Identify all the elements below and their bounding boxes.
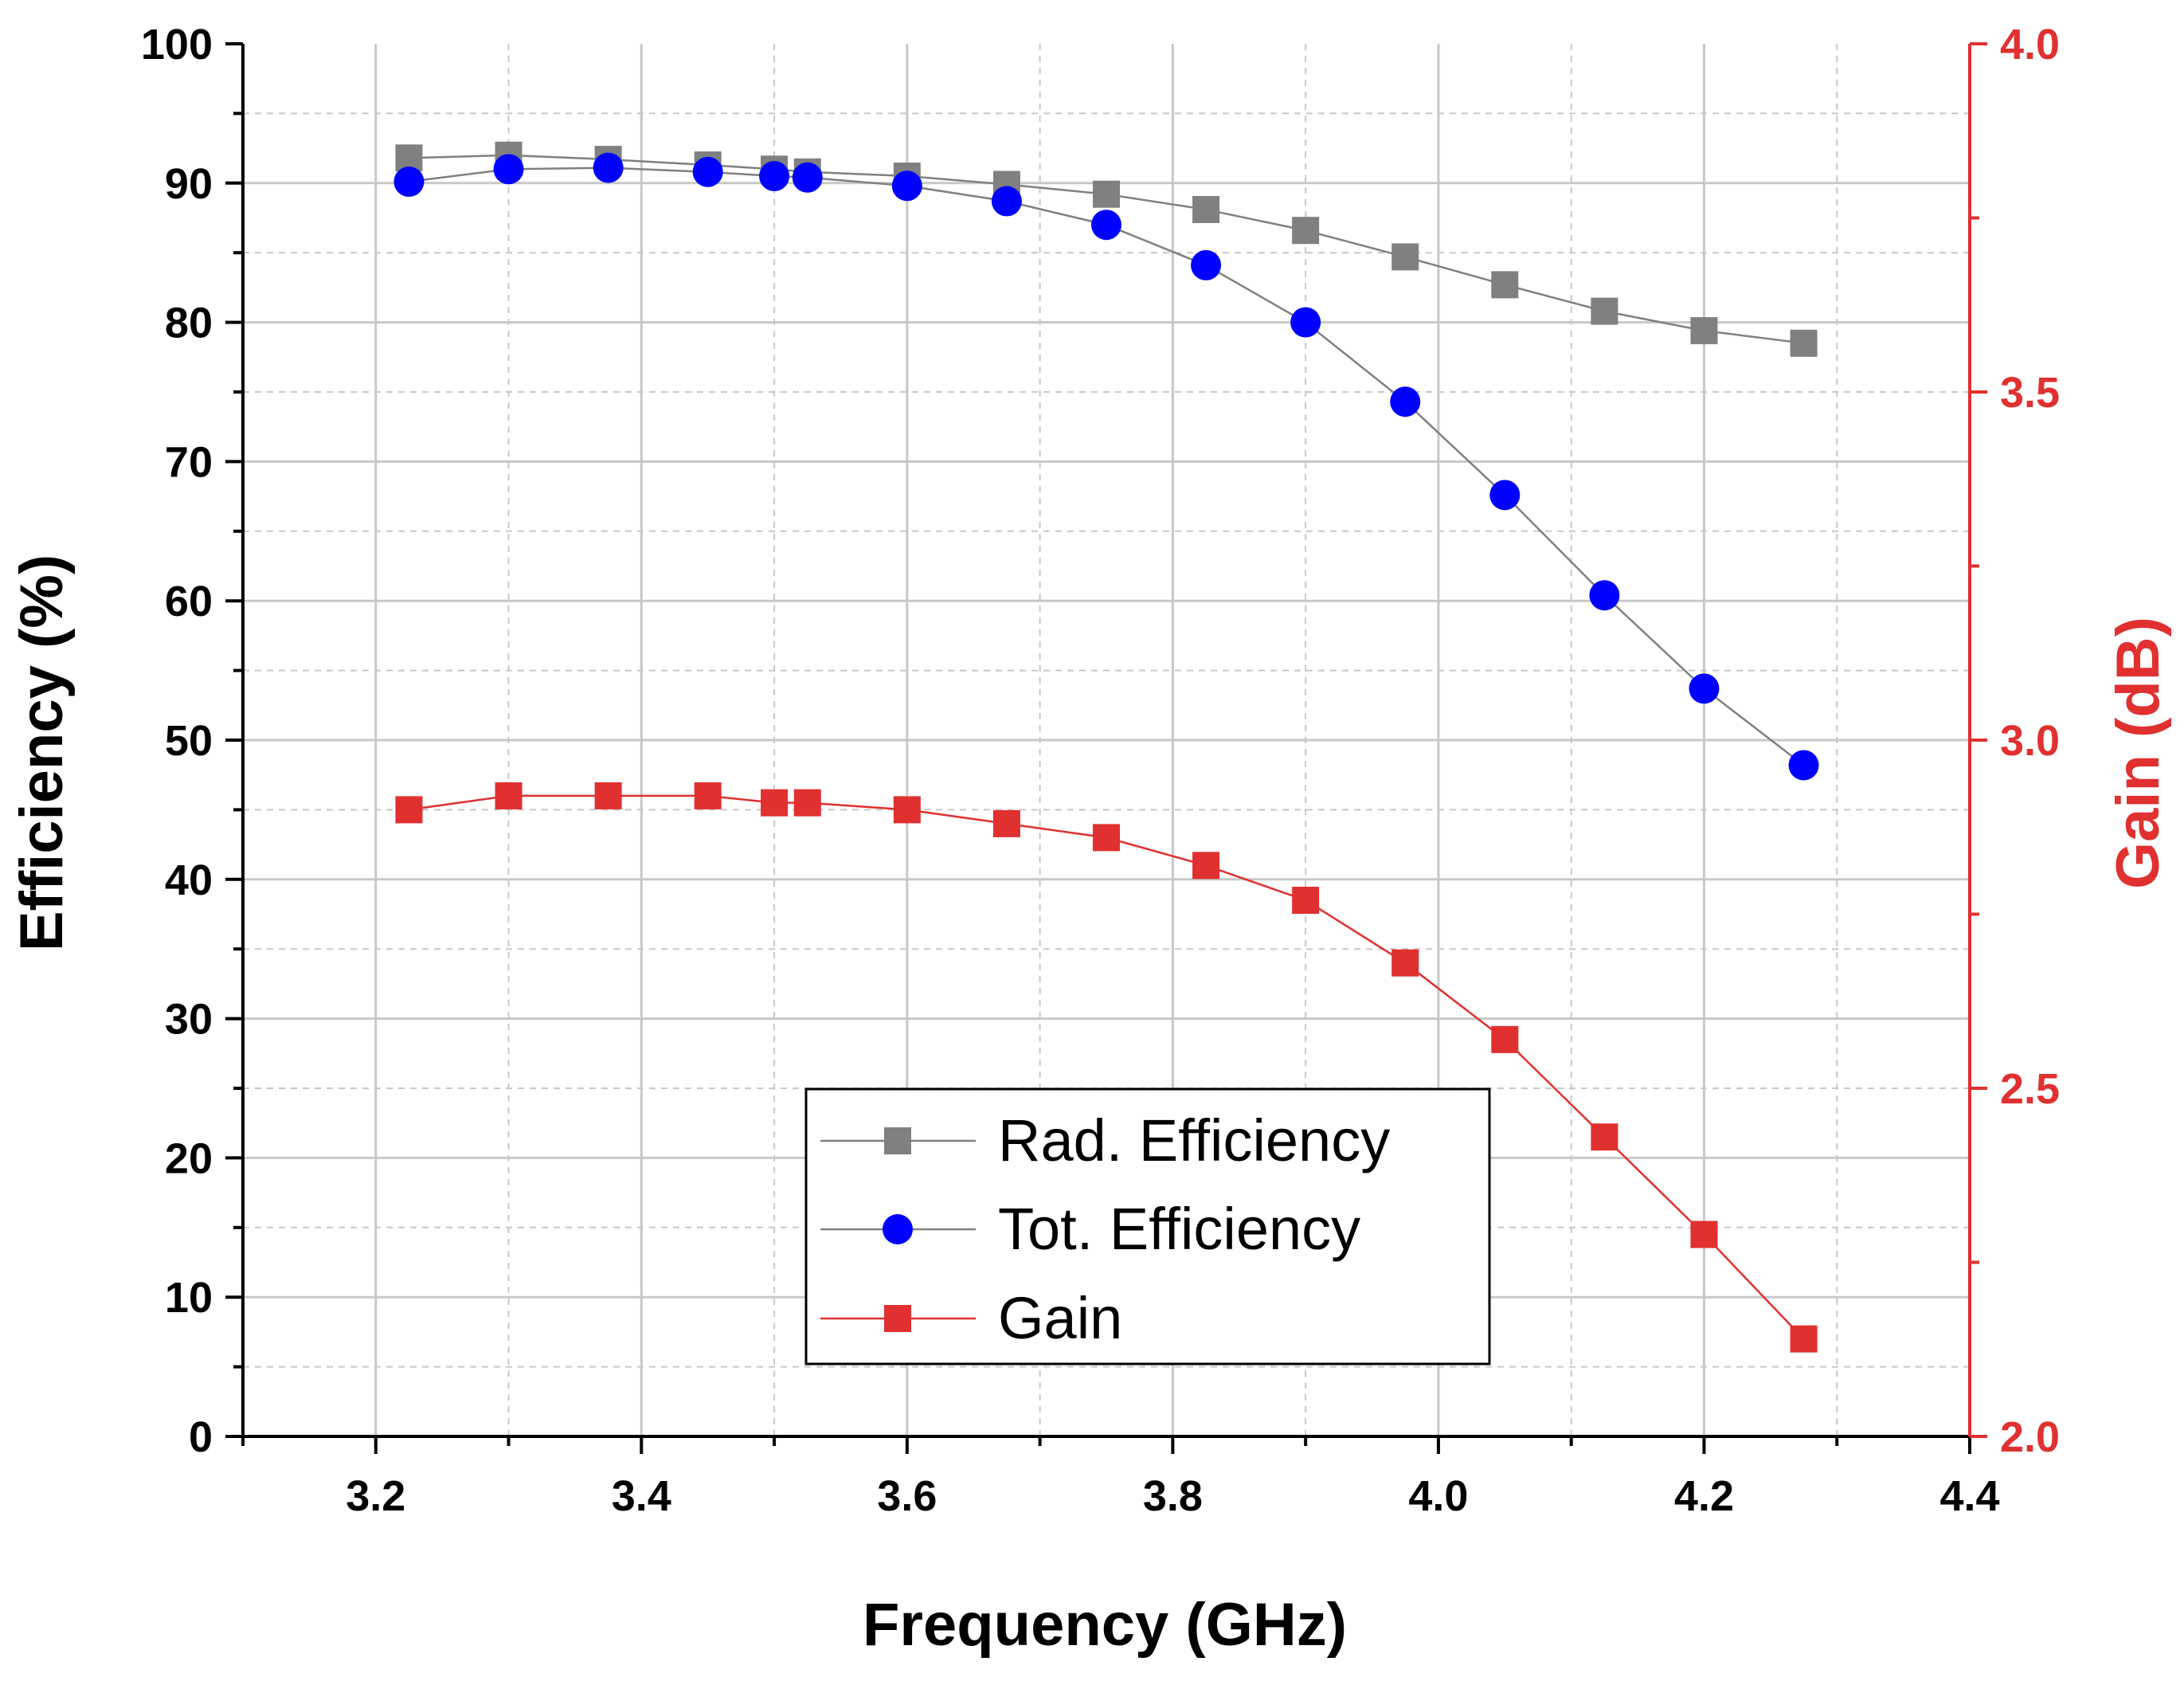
point-tot-efficiency [1091,210,1121,241]
point-tot-efficiency [493,154,524,185]
x-tick-label: 3.2 [346,1472,405,1520]
y-axis-title: Efficiency (%) [8,554,76,951]
point-gain [694,782,722,809]
point-gain [1391,949,1419,977]
point-rad-efficiency [1790,329,1818,357]
y-tick-label: 70 [165,438,213,486]
x-tick-label: 3.4 [612,1472,671,1520]
point-gain [1790,1325,1818,1353]
point-tot-efficiency [991,186,1022,217]
point-tot-efficiency [593,152,624,183]
point-tot-efficiency [891,170,922,202]
legend-marker-tot-efficiency [883,1214,913,1244]
y-tick-label: 30 [165,996,213,1044]
point-gain [1292,887,1320,915]
legend-marker-gain [884,1305,911,1332]
y-tick-label: 100 [141,21,213,69]
point-gain [1690,1221,1718,1248]
x-tick-label: 4.4 [1939,1472,1999,1520]
point-tot-efficiency [1689,673,1720,704]
y-tick-label: 20 [165,1134,213,1182]
x-tick-label: 4.2 [1674,1472,1734,1520]
y-tick-label: 10 [165,1274,213,1322]
y2-axis-title: Gain (dB) [2104,617,2172,889]
y2-tick-label: 3.0 [2000,717,2060,765]
series-line-tot-efficiency [409,167,1805,766]
legend-label-gain: Gain [998,1285,1122,1351]
y2-tick-label: 2.5 [2000,1065,2060,1113]
point-tot-efficiency [1788,750,1819,781]
point-gain [893,796,921,824]
legend-marker-rad-efficiency [884,1127,911,1154]
y-tick-label: 40 [165,856,213,904]
legend-label-tot-efficiency: Tot. Efficiency [998,1196,1360,1262]
x-axis-title: Frequency (GHz) [863,1591,1347,1659]
series-line-gain [409,794,1805,1340]
x-tick-label: 3.6 [877,1472,937,1520]
point-gain [1192,852,1220,880]
y-tick-label: 80 [165,300,213,347]
series-layer [393,141,1819,1353]
x-tick-label: 4.0 [1408,1472,1468,1520]
y2-tick-label: 4.0 [2000,21,2060,69]
point-rad-efficiency [1093,180,1120,208]
point-tot-efficiency [1489,480,1521,511]
y-tick-label: 90 [165,160,213,208]
y-tick-label: 50 [165,717,213,765]
point-tot-efficiency [792,162,823,193]
point-tot-efficiency [1290,307,1321,338]
point-rad-efficiency [1690,317,1718,345]
point-tot-efficiency [759,161,790,192]
point-gain [761,789,789,817]
point-rad-efficiency [1192,196,1220,224]
point-gain [992,809,1020,837]
axes [225,42,1987,1454]
point-gain [495,782,523,809]
point-tot-efficiency [393,167,425,198]
y2-tick-label: 2.0 [2000,1413,2060,1461]
point-rad-efficiency [1491,271,1519,299]
legend-label-rad-efficiency: Rad. Efficiency [998,1107,1390,1174]
point-rad-efficiency [1391,243,1419,271]
y-tick-label: 60 [165,578,213,625]
point-gain [594,782,622,809]
x-tick-label: 3.8 [1143,1472,1203,1520]
point-rad-efficiency [1591,297,1618,325]
point-gain [1093,824,1120,852]
point-rad-efficiency [1292,217,1320,245]
point-tot-efficiency [1191,249,1222,280]
point-gain [1591,1123,1618,1151]
tick-labels: 3.2 3.4 3.6 3.8 4.0 4.2 4.4 0 10 20 30 40 50 60 70 80 90… [141,21,2060,1520]
point-tot-efficiency [1589,580,1620,611]
point-gain [1491,1025,1519,1053]
point-gain [395,796,423,824]
point-gain [793,789,821,817]
legend: Rad. Efficiency Tot. Efficiency Gain [804,1087,1491,1366]
point-tot-efficiency [692,156,723,187]
y2-tick-label: 3.5 [2000,369,2060,417]
series-line-rad-efficiency [409,154,1804,345]
point-tot-efficiency [1390,386,1421,417]
y-tick-label: 0 [189,1413,213,1461]
